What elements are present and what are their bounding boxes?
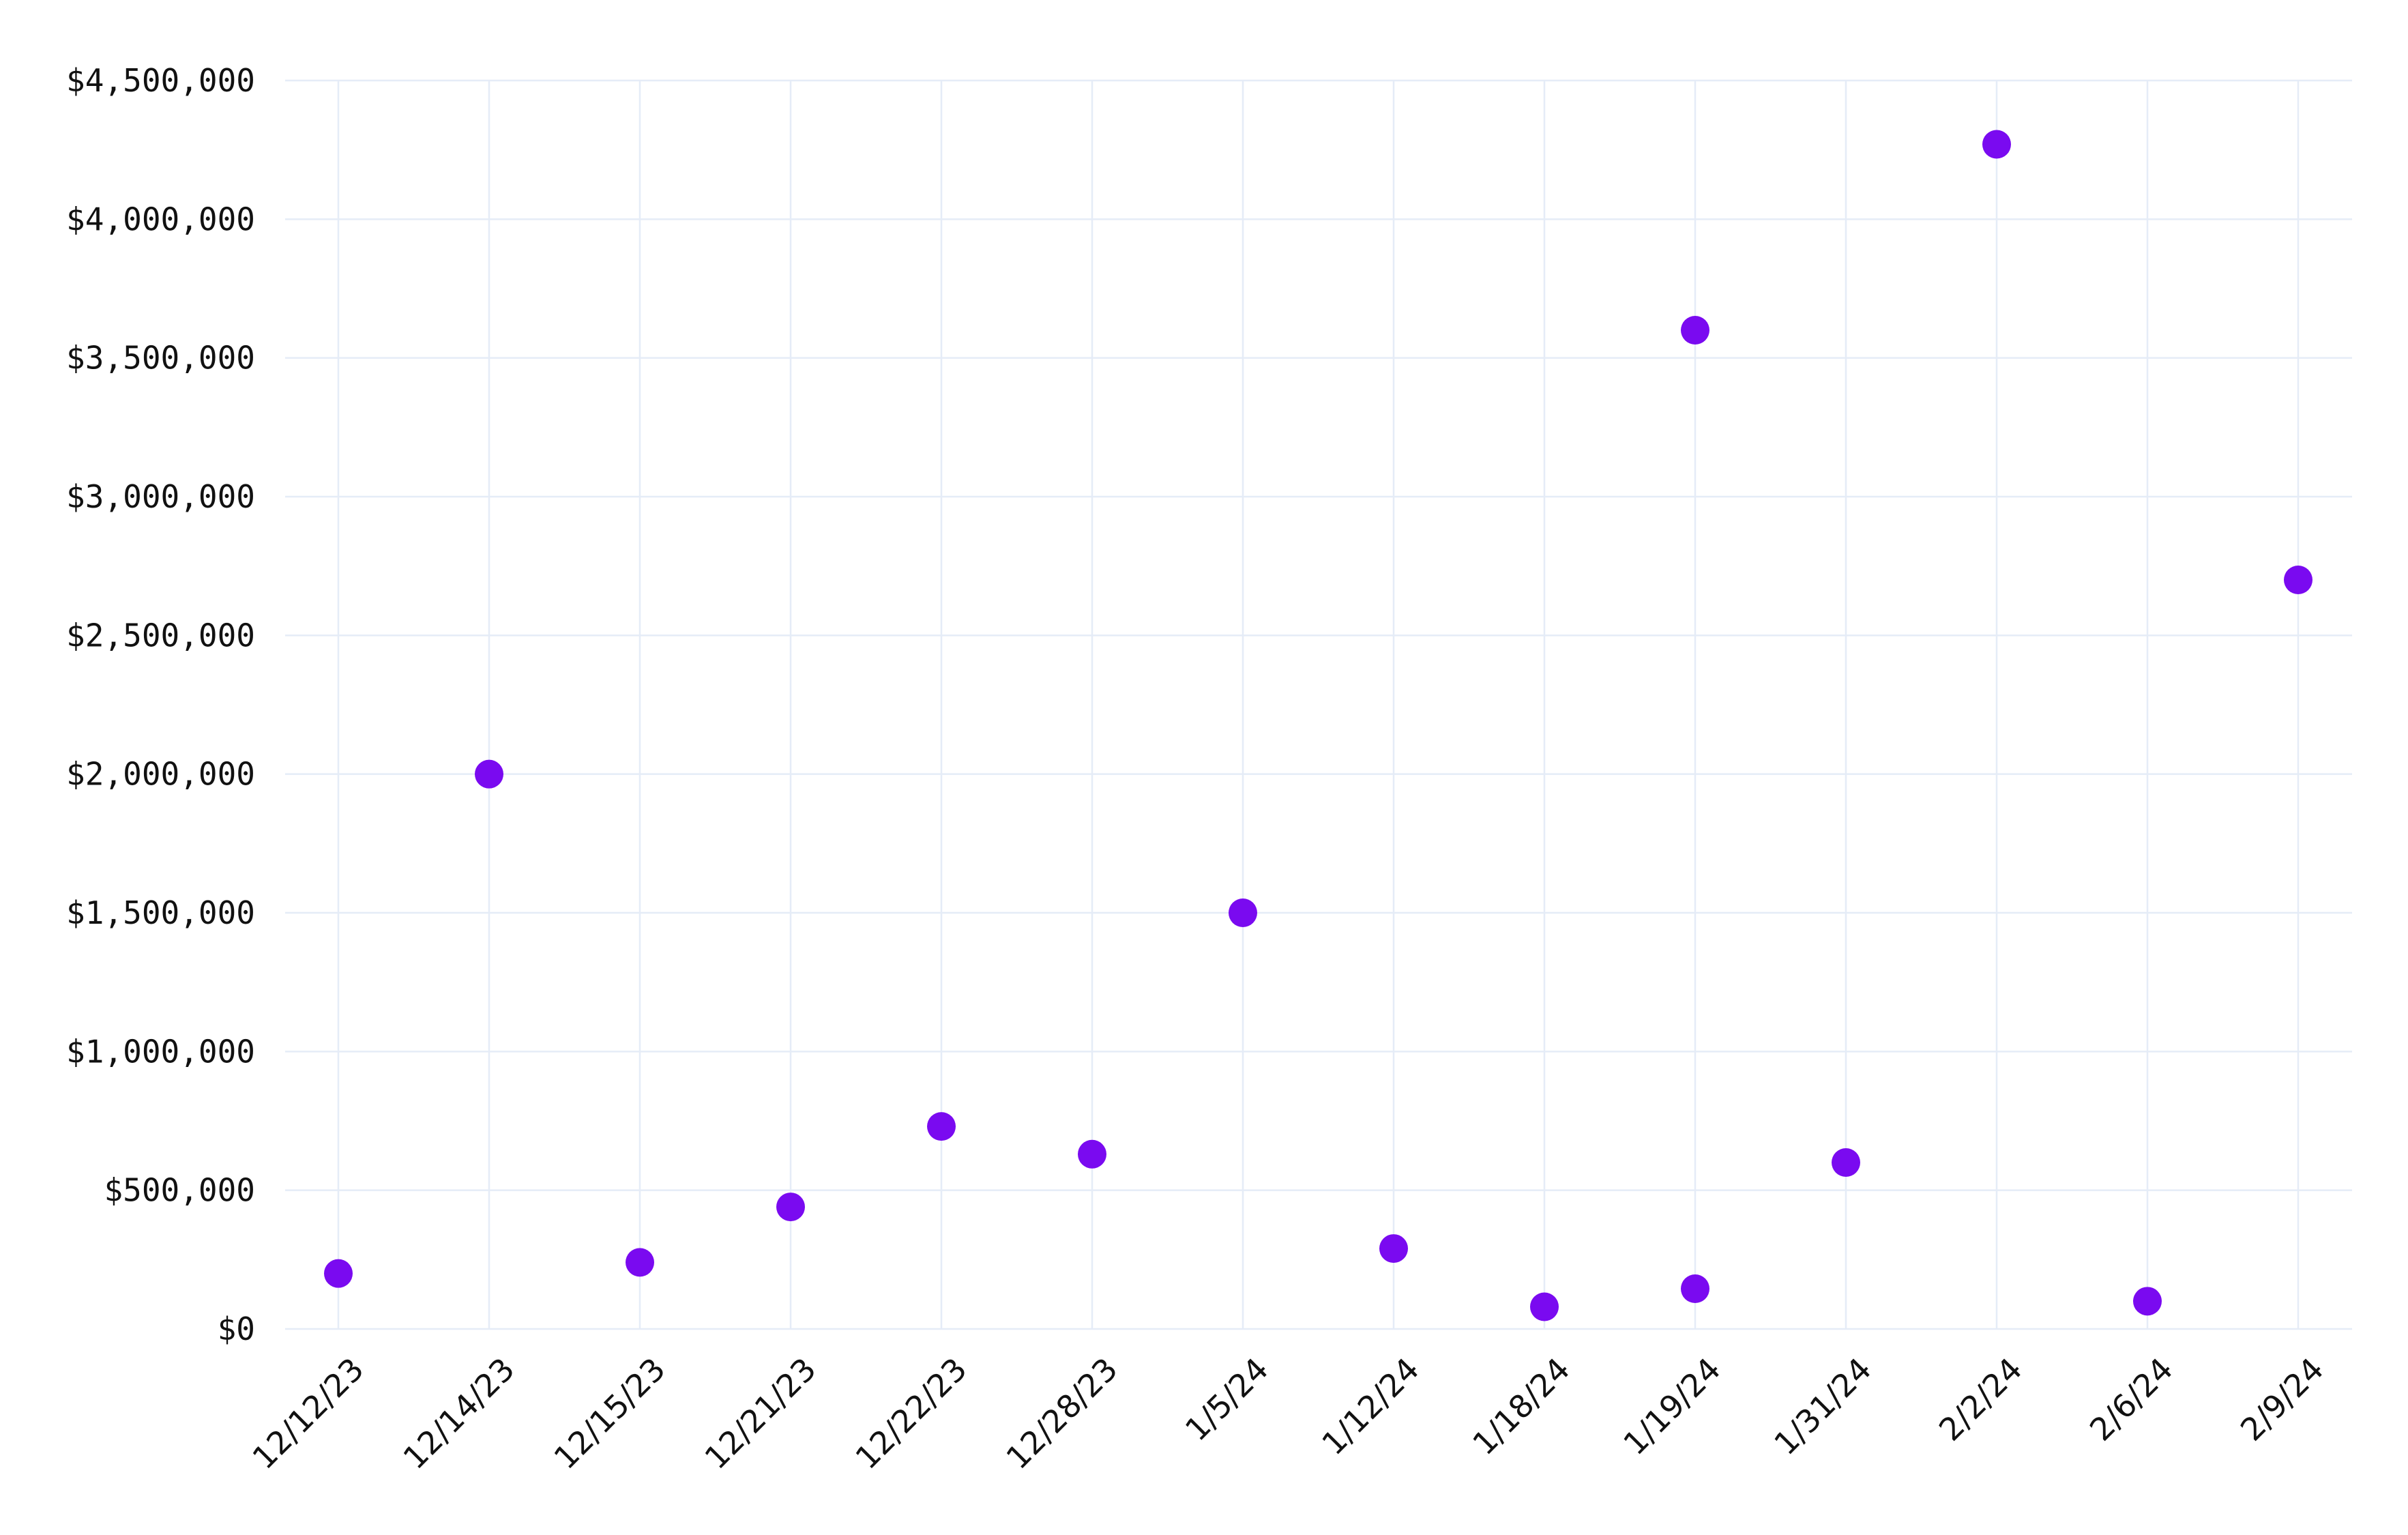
x-tick-label: 12/22/23 — [848, 1351, 973, 1476]
scatter-point[interactable] — [1229, 898, 1257, 927]
scatter-point[interactable] — [1982, 130, 2011, 159]
y-axis: $0 $500,000 $1,000,000 $1,500,000 $2,000,000… — [66, 62, 255, 1347]
x-tick-label: 2/2/24 — [1932, 1351, 2029, 1448]
x-tick-label: 2/9/24 — [2233, 1351, 2331, 1448]
grid — [285, 79, 2352, 1330]
scatter-point[interactable] — [776, 1193, 805, 1222]
scatter-point[interactable] — [1832, 1148, 1860, 1177]
y-tick-label: $3,000,000 — [66, 478, 255, 515]
scatter-point[interactable] — [475, 759, 503, 789]
x-tick-label: 12/12/23 — [245, 1351, 370, 1476]
scatter-point[interactable] — [1379, 1234, 1408, 1263]
y-tick-label: $2,500,000 — [66, 617, 255, 654]
scatter-point[interactable] — [1530, 1292, 1559, 1321]
scatter-point[interactable] — [324, 1259, 353, 1288]
scatter-point[interactable] — [2133, 1287, 2162, 1316]
y-tick-label: $500,000 — [104, 1172, 255, 1209]
x-axis: 12/12/23 12/14/23 12/15/23 12/21/23 12/22/23… — [245, 1351, 2330, 1476]
x-tick-label: 12/14/23 — [396, 1351, 521, 1476]
scatter-point[interactable] — [927, 1112, 956, 1141]
x-tick-label: 1/12/24 — [1315, 1351, 1426, 1463]
x-tick-label: 1/5/24 — [1178, 1351, 1276, 1448]
x-tick-label: 12/21/23 — [697, 1351, 823, 1476]
scatter-point[interactable] — [1681, 1274, 1709, 1304]
scatter-point[interactable] — [626, 1248, 654, 1277]
x-tick-label: 2/6/24 — [2083, 1351, 2180, 1448]
scatter-point[interactable] — [2284, 566, 2312, 594]
x-tick-label: 1/31/24 — [1767, 1351, 1879, 1463]
y-tick-label: $1,500,000 — [66, 894, 255, 931]
y-tick-label: $0 — [218, 1311, 255, 1347]
y-tick-label: $2,000,000 — [66, 756, 255, 793]
x-tick-label: 12/28/23 — [999, 1351, 1124, 1476]
scatter-point[interactable] — [1681, 316, 1709, 345]
y-tick-label: $4,000,000 — [66, 201, 255, 237]
x-tick-label: 1/18/24 — [1465, 1351, 1577, 1463]
data-points — [324, 130, 2312, 1321]
x-tick-label: 12/15/23 — [546, 1351, 672, 1476]
y-tick-label: $4,500,000 — [66, 62, 255, 99]
y-tick-label: $1,000,000 — [66, 1033, 255, 1070]
scatter-point[interactable] — [1078, 1139, 1106, 1169]
y-tick-label: $3,500,000 — [66, 340, 255, 377]
x-tick-label: 1/19/24 — [1616, 1351, 1728, 1463]
